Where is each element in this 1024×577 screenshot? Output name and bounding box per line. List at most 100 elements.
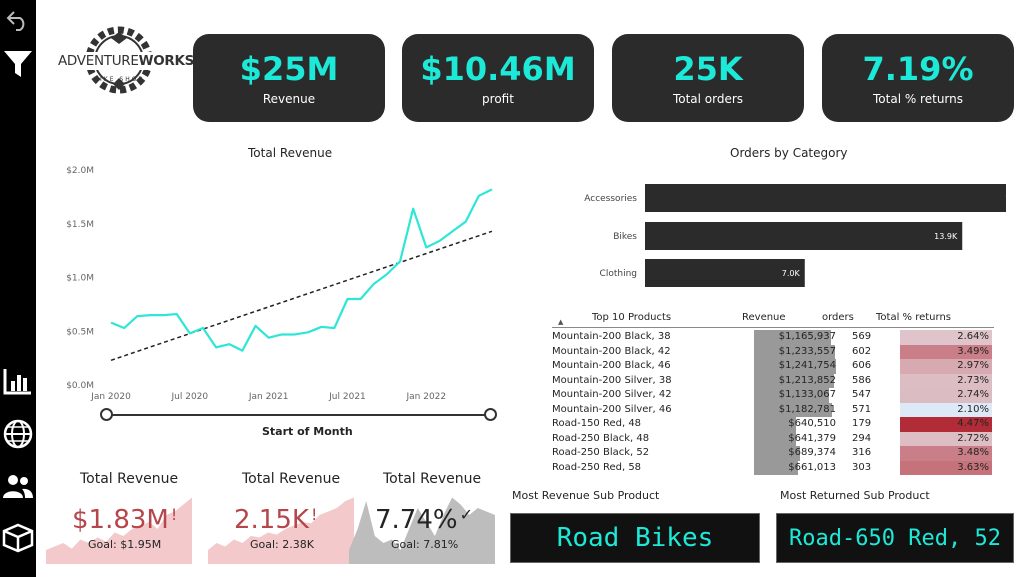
globe-icon[interactable] [2,418,34,450]
y-tick-label: $0.0M [66,381,94,391]
card-title: Total Revenue [242,471,341,487]
kpi-label: profit [482,92,514,106]
cell-product: Mountain-200 Silver, 42 [552,389,672,400]
cell-returns: 2.10% [900,402,992,417]
card-value-wrap: $1.83M! [72,505,177,535]
cell-orders: 606 [852,360,872,371]
cell-revenue: $1,133,067 [778,389,836,400]
bar-value-label: 7.0K [782,269,801,278]
x-tick-label: Jan 2022 [405,392,446,402]
kpi-total-orders: 25K Total orders [612,34,804,122]
check-icon: ✓ [459,505,474,524]
revenue-series-line[interactable] [110,188,493,352]
bar-chart-icon[interactable] [2,365,34,397]
trend-line [110,230,493,361]
cell-revenue: $1,241,754 [778,360,836,371]
cell-returns: 2.74% [900,388,992,403]
kpi-profit: $10.46M profit [402,34,594,122]
revenue-databar [754,431,796,446]
cell-revenue: $640,510 [788,418,836,429]
filter-icon[interactable] [2,48,34,80]
bar-accessories[interactable] [645,184,1006,212]
highlight-value-revenue: Road Bikes [556,523,714,553]
kpi-label: Total orders [672,92,744,106]
revenue-databar [754,359,836,374]
sparkline-area [46,497,192,564]
cell-orders: 303 [852,461,872,473]
date-slider-track[interactable] [106,414,492,416]
highlight-title-returned: Most Returned Sub Product [780,489,930,502]
logo-text-works: WORKS [138,53,195,69]
x-tick-label: Jul 2020 [171,392,209,402]
col-header-returns[interactable]: Total % returns [876,312,951,323]
card-value-wrap: 7.74% ✓ [375,505,473,535]
cell-revenue: $1,213,852 [778,374,836,386]
kpi-label: Revenue [262,92,316,106]
cell-orders: 571 [852,403,872,415]
revenue-databar [754,330,831,345]
card-value: 7.74% [375,505,458,535]
table-row[interactable]: Road-250 Black, 52 $689,374 316 3.48% [552,446,992,461]
x-tick-label: Jul 2021 [328,392,366,402]
x-tick-label: Jan 2020 [90,392,131,402]
x-tick-label: Jan 2021 [248,392,289,402]
table-row[interactable]: Road-150 Red, 48 $640,510 179 4.47% [552,417,992,432]
back-arrow-icon[interactable] [2,4,34,36]
cell-revenue: $1,165,937 [778,331,836,342]
cell-revenue: $661,013 [788,461,836,473]
cell-returns: 2.97% [900,359,992,374]
bar-category-label: Clothing [600,269,637,279]
kpi-value: 25K [673,50,743,88]
highlight-box-revenue: Road Bikes [510,513,760,563]
line-chart-title: Total Revenue [248,146,333,160]
col-header-orders[interactable]: orders [822,312,854,323]
bar-clothing[interactable] [645,259,805,287]
table-row[interactable]: Road-250 Black, 48 $641,379 294 2.72% [552,431,992,446]
table-row[interactable]: Road-250 Red, 58 $661,013 303 3.63% [552,460,992,475]
sparkline-area [208,497,354,564]
table-row[interactable]: Mountain-200 Silver, 42 $1,133,067 547 2.74… [552,388,992,403]
revenue-databar [754,446,800,461]
cell-product: Road-150 Red, 48 [552,418,642,429]
card-sparkline [349,497,495,564]
orders-by-category-chart[interactable]: Accessories 17.0K Bikes 13.9K Clothing 7.0K [536,176,1006,296]
highlight-value-returned: Road-650 Red, 52 [789,525,1001,551]
logo-text-adventure: ADVENTURE [58,53,139,69]
card-value: $1.83M [72,505,169,535]
bar-value-label: 13.9K [934,232,958,241]
card-title: Total Revenue [383,471,482,487]
col-header-revenue[interactable]: Revenue [742,312,786,323]
table-row[interactable]: Mountain-200 Black, 42 $1,233,557 602 3.49% [552,344,992,359]
box-icon[interactable] [2,522,34,554]
highlight-title-revenue: Most Revenue Sub Product [512,489,660,502]
table-row[interactable]: Mountain-200 Black, 46 $1,241,754 606 2.97% [552,359,992,374]
revenue-databar [754,373,834,388]
bar-bikes[interactable] [645,222,963,250]
cell-returns: 3.49% [900,344,992,359]
cell-product: Road-250 Black, 48 [552,432,650,444]
date-slider-end-handle[interactable] [484,408,497,421]
col-header-product[interactable]: Top 10 Products [592,312,672,323]
table-row[interactable]: Mountain-200 Silver, 38 $1,213,852 586 2.73… [552,373,992,388]
y-tick-label: $0.5M [66,327,94,337]
card-value: 2.15K [234,505,309,535]
y-tick-label: $1.5M [66,220,94,230]
cell-revenue: $1,233,557 [778,345,836,357]
table-row[interactable]: Mountain-200 Silver, 46 $1,182,781 571 2.10… [552,402,992,417]
people-icon[interactable] [2,470,34,502]
revenue-databar [754,402,832,417]
card-value-wrap: 2.15K! [234,505,317,535]
card-sparkline [208,497,354,564]
cell-product: Mountain-200 Black, 42 [552,345,671,357]
revenue-databar [754,417,796,432]
cell-orders: 547 [852,389,872,400]
date-slider-start-handle[interactable] [100,408,113,421]
cell-orders: 602 [852,345,872,357]
cell-orders: 294 [852,432,872,444]
kpi-revenue: $25M Revenue [193,34,385,122]
top-products-table: Top 10 Products Revenue orders Total % r… [552,310,994,480]
table-row[interactable]: Mountain-200 Black, 38 $1,165,937 569 2.64% [552,330,992,345]
cell-revenue: $689,374 [788,447,836,458]
sort-caret-icon[interactable]: ▲ [558,318,564,326]
